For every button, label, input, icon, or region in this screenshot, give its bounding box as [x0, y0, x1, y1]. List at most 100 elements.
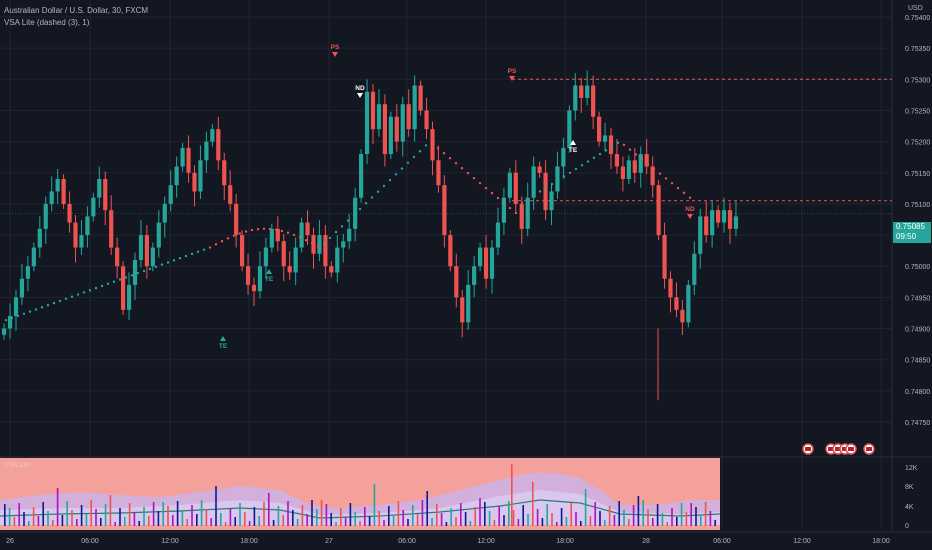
- candle-up: [162, 203, 167, 223]
- volume-bar: [623, 510, 625, 526]
- volume-bar: [18, 503, 20, 526]
- candle-down: [109, 210, 114, 248]
- vsa-arrow: [509, 76, 515, 81]
- volume-bar: [325, 504, 328, 526]
- candle-down: [406, 104, 411, 130]
- flag-icon: [802, 443, 814, 455]
- trend-dot: [352, 213, 356, 216]
- candle-down: [716, 210, 721, 223]
- trend-dot: [646, 162, 650, 166]
- volume-bar: [652, 518, 654, 526]
- trend-dot: [106, 282, 110, 286]
- trend-dot: [652, 167, 656, 171]
- candle-down: [632, 160, 637, 173]
- time-tick-label: 18:00: [556, 538, 574, 545]
- volume-bar: [392, 515, 395, 526]
- trend-dot: [322, 242, 326, 245]
- volume-bar: [224, 522, 227, 526]
- vsa-arrow: [687, 214, 693, 219]
- trend-dot: [628, 148, 632, 151]
- trend-dot: [532, 194, 536, 197]
- last-price-badge: 0.75085 09:50: [893, 222, 931, 243]
- trend-dot: [598, 152, 602, 156]
- time-tick-label: 12:00: [793, 538, 811, 545]
- price-tick-label: 0.74750: [905, 420, 930, 427]
- volume-bar: [52, 520, 54, 526]
- trend-dot: [160, 263, 164, 266]
- price-tick-label: 0.75150: [905, 171, 930, 178]
- volume-bar: [565, 517, 568, 526]
- volume-bar: [258, 516, 260, 526]
- volume-bar: [570, 503, 572, 526]
- trend-dot: [400, 167, 404, 170]
- volume-tick-label: 8K: [905, 484, 914, 491]
- volume-bar: [412, 505, 414, 526]
- volume-bar: [426, 491, 428, 526]
- volume-bar: [124, 517, 126, 526]
- trend-dot: [466, 171, 470, 175]
- trend-dot: [52, 301, 56, 305]
- volume-tick-label: 4K: [905, 504, 914, 511]
- volume-bar: [244, 512, 246, 526]
- trend-dot: [394, 173, 398, 176]
- volume-bar: [704, 502, 707, 526]
- volume-bar: [210, 518, 212, 526]
- price-tick-label: 0.74900: [905, 327, 930, 334]
- candle-down: [281, 241, 286, 267]
- candle-down: [448, 235, 453, 267]
- candle-up: [721, 210, 727, 223]
- volume-bar: [378, 511, 380, 526]
- vsa-label: PS: [331, 44, 340, 51]
- trend-dot: [370, 196, 374, 199]
- volume-bar: [306, 514, 308, 526]
- trend-dot: [220, 240, 224, 243]
- volume-bar: [364, 507, 366, 526]
- price-tick-label: 0.75000: [905, 264, 930, 271]
- volume-band-inner: [0, 490, 720, 525]
- candle-down: [608, 135, 614, 155]
- candle-up: [85, 216, 90, 236]
- trend-dot: [148, 267, 152, 271]
- trend-dot: [22, 312, 26, 315]
- volume-bar: [191, 505, 193, 526]
- trend-dot: [274, 228, 278, 231]
- candle-up: [180, 147, 185, 167]
- volume-bar: [85, 514, 88, 526]
- trend-dot: [490, 191, 494, 195]
- volume-bar: [383, 520, 385, 526]
- candle-up: [585, 85, 590, 98]
- price-tick-label: 0.75350: [905, 46, 930, 53]
- volume-bar: [167, 506, 169, 526]
- volume-bar: [287, 501, 289, 526]
- candle-down: [186, 147, 191, 173]
- volume-bar: [594, 502, 596, 526]
- volume-tick-label: 12K: [905, 465, 918, 472]
- vsa-arrow: [332, 52, 338, 57]
- candle-down: [674, 297, 679, 310]
- candle-up: [168, 185, 173, 204]
- candle-up: [501, 197, 506, 223]
- candle-up: [19, 278, 25, 298]
- vsa-arrow: [357, 93, 363, 98]
- candle-down: [234, 203, 239, 236]
- trend-dot: [262, 227, 266, 231]
- volume-bar: [301, 505, 304, 526]
- volume-bar: [66, 501, 68, 526]
- candle-up: [210, 129, 215, 142]
- volume-bar: [517, 519, 520, 526]
- trend-dot: [484, 186, 488, 190]
- time-tick-label: 28: [642, 538, 650, 545]
- volume-bar: [527, 514, 529, 526]
- trend-dot: [346, 219, 350, 222]
- trend-dots-layer: [4, 141, 692, 322]
- candle-up: [364, 91, 370, 155]
- candle-up: [317, 235, 322, 254]
- vsa-arrow: [220, 336, 226, 341]
- trend-dot: [568, 171, 572, 174]
- volume-bar: [181, 510, 184, 526]
- candle-up: [257, 266, 263, 292]
- volume-bar: [421, 500, 424, 526]
- candle-down: [222, 160, 227, 186]
- time-tick-label: 06:00: [713, 538, 731, 545]
